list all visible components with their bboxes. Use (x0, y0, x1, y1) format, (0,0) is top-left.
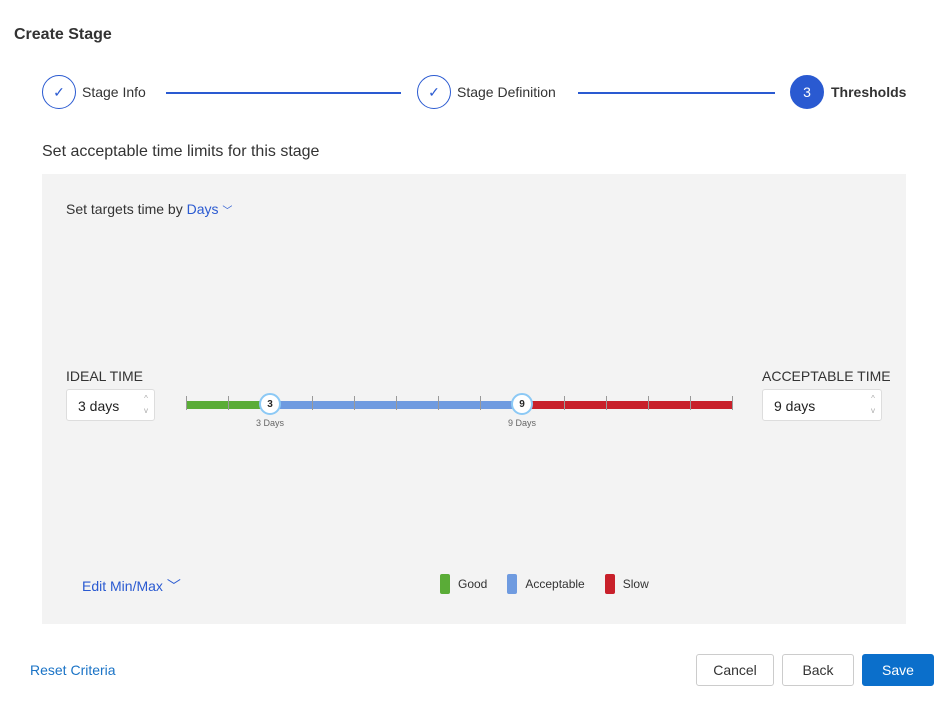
legend: Good Acceptable Slow (440, 574, 649, 594)
acceptable-time-label: ACCEPTABLE TIME (762, 368, 891, 384)
slider-tick (438, 396, 439, 410)
threshold-slider[interactable]: 3 9 3 Days 9 Days (186, 393, 733, 428)
slider-tick (606, 396, 607, 410)
edit-min-max-toggle[interactable]: Edit Min/Max ﹀ (82, 576, 181, 596)
legend-label: Acceptable (525, 577, 585, 591)
cancel-button[interactable]: Cancel (696, 654, 774, 686)
step-number: 3 (790, 75, 824, 109)
stepper-icon[interactable]: ^ v (871, 394, 875, 415)
slider-tick (564, 396, 565, 410)
check-icon: ✓ (417, 75, 451, 109)
slow-segment (522, 401, 732, 409)
ideal-caption: 3 Days (255, 418, 284, 428)
ideal-time-value: 3 days (78, 398, 120, 414)
slider-tick (690, 396, 691, 410)
step-stage-info[interactable]: Stage Info (82, 84, 146, 100)
acceptable-caption: 9 Days (507, 418, 536, 428)
chevron-down-icon: ﹀ (222, 206, 233, 217)
legend-label: Slow (622, 577, 649, 591)
slider-tick (186, 396, 187, 410)
target-label: Set targets time by (66, 201, 183, 217)
save-button[interactable]: Save (862, 654, 934, 686)
page-title: Create Stage (14, 26, 112, 43)
unit-dropdown[interactable]: Days ﹀ (187, 201, 233, 217)
stepper-icon[interactable]: ^ v (144, 394, 148, 415)
step-connector (166, 92, 401, 94)
ideal-knob[interactable]: 3 (259, 393, 281, 415)
legend-good: Good (440, 574, 487, 594)
ideal-time-input[interactable]: 3 days ^ v (66, 389, 155, 421)
slider-tick (228, 396, 229, 410)
reset-criteria-link[interactable]: Reset Criteria (30, 662, 116, 678)
slider-tick (648, 396, 649, 410)
slider-tick (732, 396, 733, 410)
acceptable-time-input[interactable]: 9 days ^ v (762, 389, 882, 421)
legend-slow: Slow (604, 574, 649, 594)
legend-acceptable: Acceptable (507, 574, 585, 594)
slow-swatch (604, 574, 615, 594)
target-unit-row: Set targets time by Days ﹀ (66, 201, 232, 217)
ideal-time-label: IDEAL TIME (66, 368, 144, 384)
step-stage-definition[interactable]: Stage Definition (457, 84, 556, 100)
acceptable-swatch (507, 574, 518, 594)
chevron-down-icon: ﹀ (166, 578, 181, 594)
good-swatch (440, 574, 450, 594)
slider-tick (396, 396, 397, 410)
back-button[interactable]: Back (782, 654, 854, 686)
slider-tick (354, 396, 355, 410)
acceptable-time-value: 9 days (774, 398, 816, 414)
unit-value: Days (186, 201, 219, 217)
edit-min-max-label: Edit Min/Max (82, 578, 163, 594)
subtitle: Set acceptable time limits for this stag… (42, 143, 320, 160)
check-icon: ✓ (42, 75, 76, 109)
step-connector (578, 92, 775, 94)
slider-tick (312, 396, 313, 410)
slider-tick (480, 396, 481, 410)
legend-label: Good (458, 577, 488, 591)
step-thresholds[interactable]: Thresholds (831, 84, 907, 100)
acceptable-knob[interactable]: 9 (511, 393, 533, 415)
